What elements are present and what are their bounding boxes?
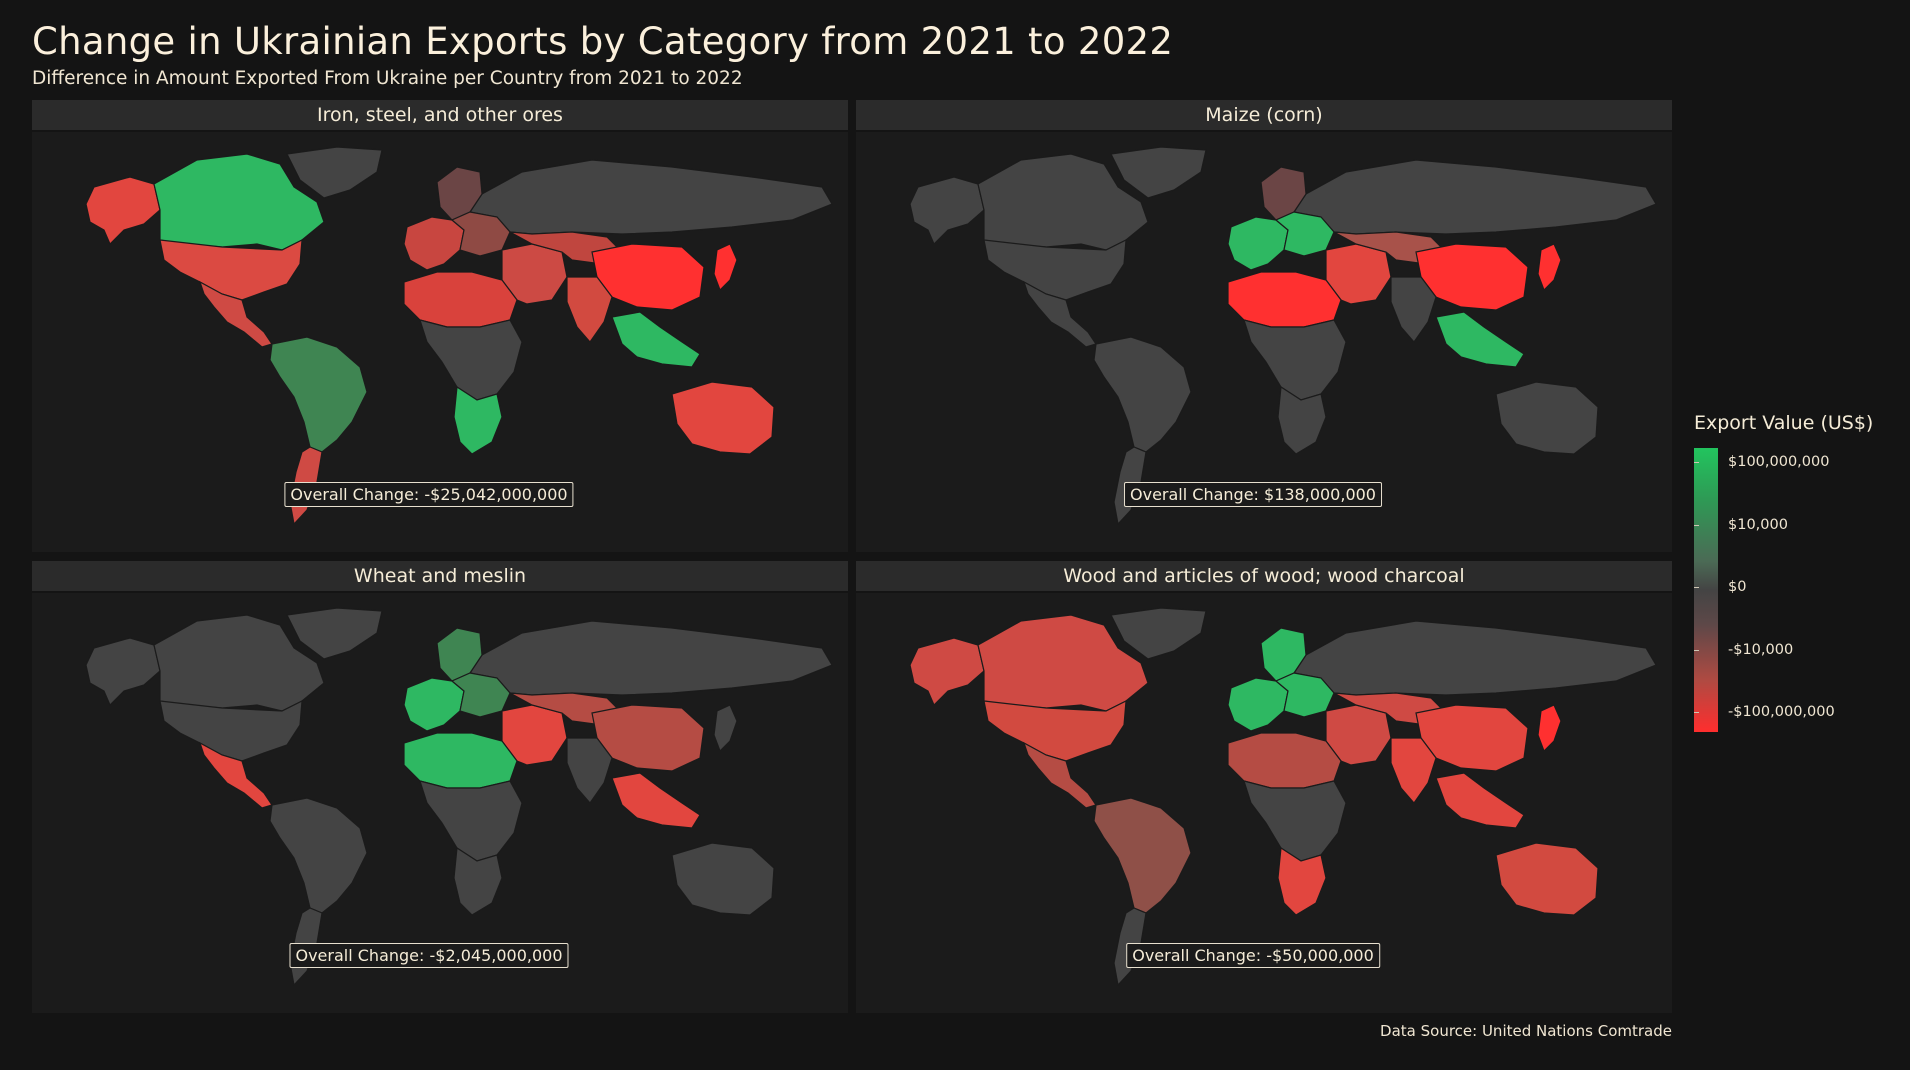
legend-tick-mark — [1694, 712, 1699, 714]
data-source-note: Data Source: United Nations Comtrade — [1380, 1022, 1672, 1040]
region-alaska — [909, 637, 985, 707]
region-australia — [671, 381, 775, 455]
region-north-america — [983, 699, 1127, 762]
region-south-america — [1093, 797, 1192, 914]
region-southeast-asia — [611, 311, 701, 368]
region-alaska — [909, 176, 985, 246]
world-map-svg — [85, 607, 833, 987]
color-legend: Export Value (US$) $100,000,000 $10,000 $0… — [1694, 412, 1904, 732]
world-map: Overall Change: -$50,000,000 — [856, 593, 1672, 1013]
legend-tick-label: $10,000 — [1728, 516, 1788, 533]
region-greenland — [1110, 146, 1207, 199]
overall-change-label: Overall Change: $138,000,000 — [1124, 482, 1382, 507]
region-southeast-asia — [1435, 311, 1525, 368]
legend-tick-mark — [1694, 462, 1699, 464]
region-africa-north — [1227, 271, 1342, 328]
region-russia — [468, 159, 833, 235]
legend-tick-label: -$10,000 — [1728, 641, 1794, 658]
region-central-america — [198, 280, 273, 348]
region-north-america — [159, 699, 303, 762]
panel-strip-title: Maize (corn) — [856, 100, 1672, 130]
legend-tick-label: $0 — [1728, 579, 1747, 596]
panel-strip-title: Iron, steel, and other ores — [32, 100, 848, 130]
legend-tick-label: -$100,000,000 — [1728, 704, 1835, 721]
region-europe-west — [1227, 216, 1289, 271]
region-africa-south — [453, 385, 503, 455]
region-india — [566, 276, 613, 343]
legend-color-bar — [1694, 448, 1718, 732]
legend-tick-label: $100,000,000 — [1728, 454, 1830, 471]
region-japan — [713, 704, 738, 753]
legend-title: Export Value (US$) — [1694, 412, 1874, 434]
panel-iron-steel: Iron, steel, and other ores Overall Chan… — [32, 100, 848, 552]
world-map-svg — [85, 146, 833, 526]
region-australia — [1495, 842, 1599, 916]
panel-strip-title: Wheat and meslin — [32, 561, 848, 591]
region-greenland — [1110, 607, 1207, 660]
region-south-america — [1093, 336, 1192, 453]
region-india — [566, 737, 613, 804]
region-alaska — [85, 176, 161, 246]
region-africa-north — [1227, 732, 1342, 789]
region-india — [1390, 737, 1437, 804]
region-south-america — [269, 336, 368, 453]
region-africa-south — [1277, 385, 1327, 455]
legend-tick-mark — [1694, 524, 1699, 526]
region-scandinavia — [1260, 627, 1307, 682]
region-south-america — [269, 797, 368, 914]
region-africa-south — [453, 846, 503, 916]
region-russia — [468, 620, 833, 696]
region-africa-north — [403, 271, 518, 328]
region-scandinavia — [436, 627, 483, 682]
world-map: Overall Change: $138,000,000 — [856, 132, 1672, 552]
region-japan — [1537, 704, 1562, 753]
region-africa-central — [1243, 780, 1347, 862]
region-india — [1390, 276, 1437, 343]
page-subtitle: Difference in Amount Exported From Ukrai… — [32, 68, 743, 89]
region-russia — [1292, 159, 1657, 235]
region-europe-west — [1227, 677, 1289, 732]
panel-strip-title: Wood and articles of wood; wood charcoal — [856, 561, 1672, 591]
region-australia — [671, 842, 775, 916]
region-africa-central — [1243, 319, 1347, 401]
region-japan — [1537, 243, 1562, 292]
region-greenland — [286, 146, 383, 199]
world-map: Overall Change: -$2,045,000,000 — [32, 593, 848, 1013]
panel-maize: Maize (corn) Overall Change: $138,000,00… — [856, 100, 1672, 552]
region-alaska — [85, 637, 161, 707]
region-scandinavia — [1260, 166, 1307, 221]
world-map-svg — [909, 607, 1657, 987]
region-north-america — [159, 238, 303, 301]
legend-tick-mark — [1694, 587, 1699, 589]
region-japan — [713, 243, 738, 292]
region-scandinavia — [436, 166, 483, 221]
region-europe-west — [403, 216, 465, 271]
world-map: Overall Change: -$25,042,000,000 — [32, 132, 848, 552]
region-africa-south — [1277, 846, 1327, 916]
region-africa-central — [419, 319, 523, 401]
region-australia — [1495, 381, 1599, 455]
region-southeast-asia — [611, 772, 701, 829]
region-russia — [1292, 620, 1657, 696]
region-africa-north — [403, 732, 518, 789]
legend-tick-mark — [1694, 649, 1699, 651]
region-greenland — [286, 607, 383, 660]
overall-change-label: Overall Change: -$50,000,000 — [1126, 943, 1380, 968]
region-central-america — [1022, 741, 1097, 809]
panel-wheat: Wheat and meslin Overall Change: -$2,045… — [32, 561, 848, 1013]
region-central-america — [1022, 280, 1097, 348]
region-central-america — [198, 741, 273, 809]
page-title: Change in Ukrainian Exports by Category … — [32, 20, 1174, 63]
panel-wood: Wood and articles of wood; wood charcoal… — [856, 561, 1672, 1013]
overall-change-label: Overall Change: -$25,042,000,000 — [284, 482, 574, 507]
overall-change-label: Overall Change: -$2,045,000,000 — [289, 943, 569, 968]
region-africa-central — [419, 780, 523, 862]
world-map-svg — [909, 146, 1657, 526]
region-europe-west — [403, 677, 465, 732]
region-north-america — [983, 238, 1127, 301]
region-southeast-asia — [1435, 772, 1525, 829]
